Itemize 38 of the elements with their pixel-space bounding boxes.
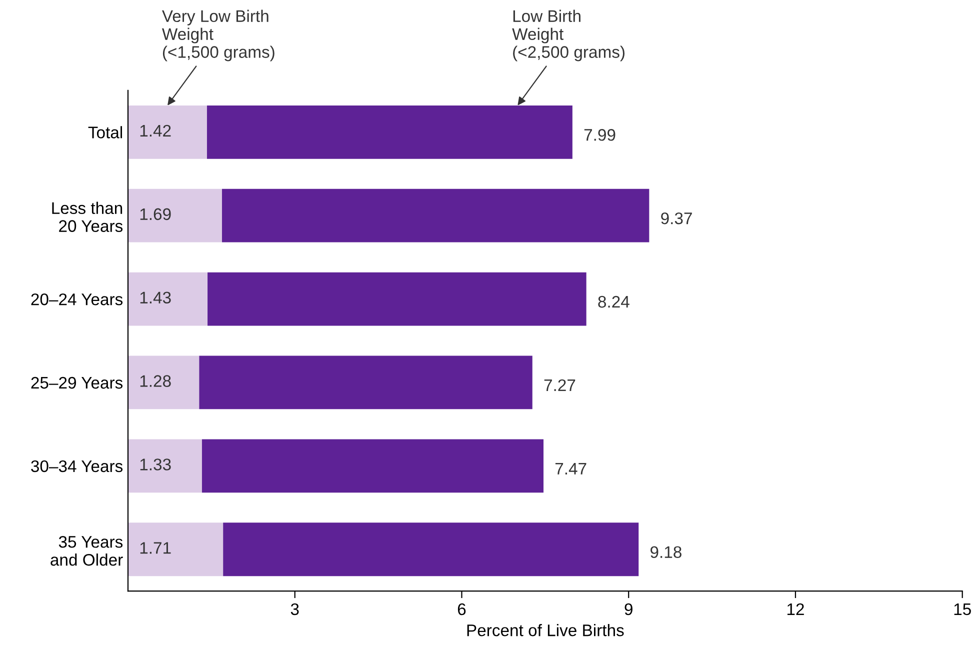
total-label: 7.47 xyxy=(555,462,586,474)
y-tick-label: 25–29 Years xyxy=(31,376,123,389)
total-label: 9.18 xyxy=(650,546,682,558)
text: Very Low Birth Weight (<1,500 grams) xyxy=(162,10,274,62)
x-tick-label: 6 xyxy=(458,603,466,616)
x-tick-label: 12 xyxy=(787,603,804,615)
bar xyxy=(128,439,202,493)
x-tick-label: 15 xyxy=(954,604,971,616)
y-tick-label: Less than 20 Years xyxy=(52,202,123,232)
bar xyxy=(222,188,650,242)
data-label: 1.28 xyxy=(140,375,171,387)
data-label: 1.43 xyxy=(140,292,171,304)
bar xyxy=(202,439,544,493)
bar xyxy=(128,105,207,159)
bar xyxy=(206,105,572,159)
data-label: 1.42 xyxy=(140,124,171,136)
x-axis-title: Percent of Live Births xyxy=(467,624,624,636)
bar xyxy=(128,272,208,326)
data-label: 1.33 xyxy=(140,458,171,470)
total-label: 7.27 xyxy=(544,379,576,391)
x-tick-label: 9 xyxy=(624,603,632,616)
bar xyxy=(128,188,222,242)
bar xyxy=(223,522,639,576)
x-tick-label: 3 xyxy=(290,603,299,616)
data-label: 1.71 xyxy=(140,542,171,554)
bar xyxy=(199,356,532,410)
bar xyxy=(128,522,224,576)
total-label: 7.99 xyxy=(584,129,616,141)
y-tick-label: 30–34 Years xyxy=(31,460,123,472)
y-tick-label: Total xyxy=(88,126,122,138)
bar xyxy=(128,356,200,410)
total-label: 9.37 xyxy=(661,212,692,224)
bar xyxy=(208,272,586,326)
y-tick-label: 20–24 Years xyxy=(31,293,123,306)
data-label: 1.69 xyxy=(140,208,171,220)
text: Low Birth Weight (<2,500 grams) xyxy=(512,10,624,62)
y-tick-label: 35 Years and Older xyxy=(50,536,123,566)
total-label: 8.24 xyxy=(598,296,630,308)
